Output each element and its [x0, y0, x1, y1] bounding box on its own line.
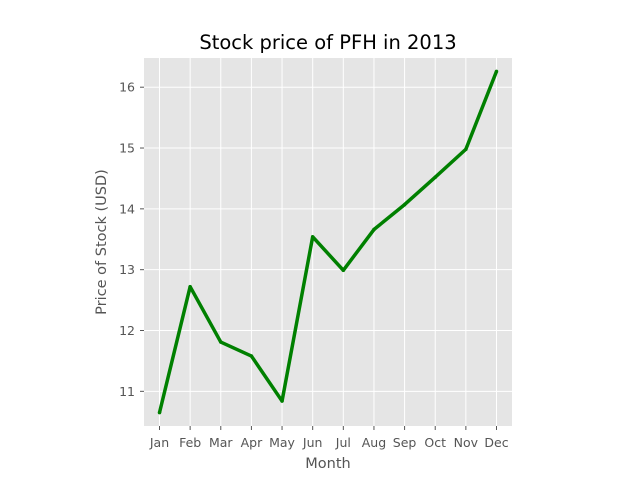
- data-point: [464, 147, 468, 151]
- y-tick-label: 15: [119, 141, 135, 156]
- x-axis-label: Month: [305, 456, 350, 472]
- x-tick-label: Nov: [454, 435, 479, 450]
- data-point: [402, 202, 407, 207]
- x-tick-label: Dec: [484, 435, 508, 450]
- series-line: [157, 70, 499, 414]
- data-point: [188, 284, 192, 289]
- x-tick-label: Apr: [241, 435, 263, 450]
- x-tick-label: May: [269, 435, 295, 450]
- x-tick-label: Sep: [393, 435, 417, 450]
- plot-area-background: [144, 58, 512, 426]
- data-point: [219, 340, 223, 344]
- series-layer: [157, 69, 499, 415]
- grid-lines: [144, 58, 512, 426]
- y-tick-label: 14: [119, 201, 135, 216]
- tick-labels: Jan Feb Mar Apr May Jun Jul Aug Sep Oct Nov Dec 11 12…: [119, 80, 509, 450]
- data-point: [280, 399, 284, 403]
- x-tick-label: Jun: [302, 435, 323, 450]
- x-tick-label: Jul: [335, 435, 351, 450]
- y-tick-label: 13: [119, 262, 135, 277]
- data-point: [157, 410, 162, 415]
- data-point: [433, 175, 437, 179]
- data-point: [372, 227, 376, 232]
- x-tick-label: Aug: [362, 435, 386, 450]
- y-tick-label: 12: [119, 323, 135, 338]
- chart-title: Stock price of PFH in 2013: [199, 31, 456, 54]
- axis-ticks: [140, 86, 497, 430]
- x-tick-label: Mar: [209, 435, 233, 450]
- data-point: [341, 268, 346, 273]
- y-axis-label: Price of Stock (USD): [94, 169, 110, 315]
- data-point: [494, 69, 499, 74]
- x-tick-label: Feb: [179, 435, 201, 450]
- data-point: [310, 235, 315, 239]
- y-tick-label: 16: [119, 80, 135, 95]
- x-tick-label: Jan: [149, 435, 169, 450]
- x-tick-label: Oct: [424, 435, 446, 450]
- y-tick-label: 11: [119, 384, 135, 399]
- data-point: [249, 354, 254, 358]
